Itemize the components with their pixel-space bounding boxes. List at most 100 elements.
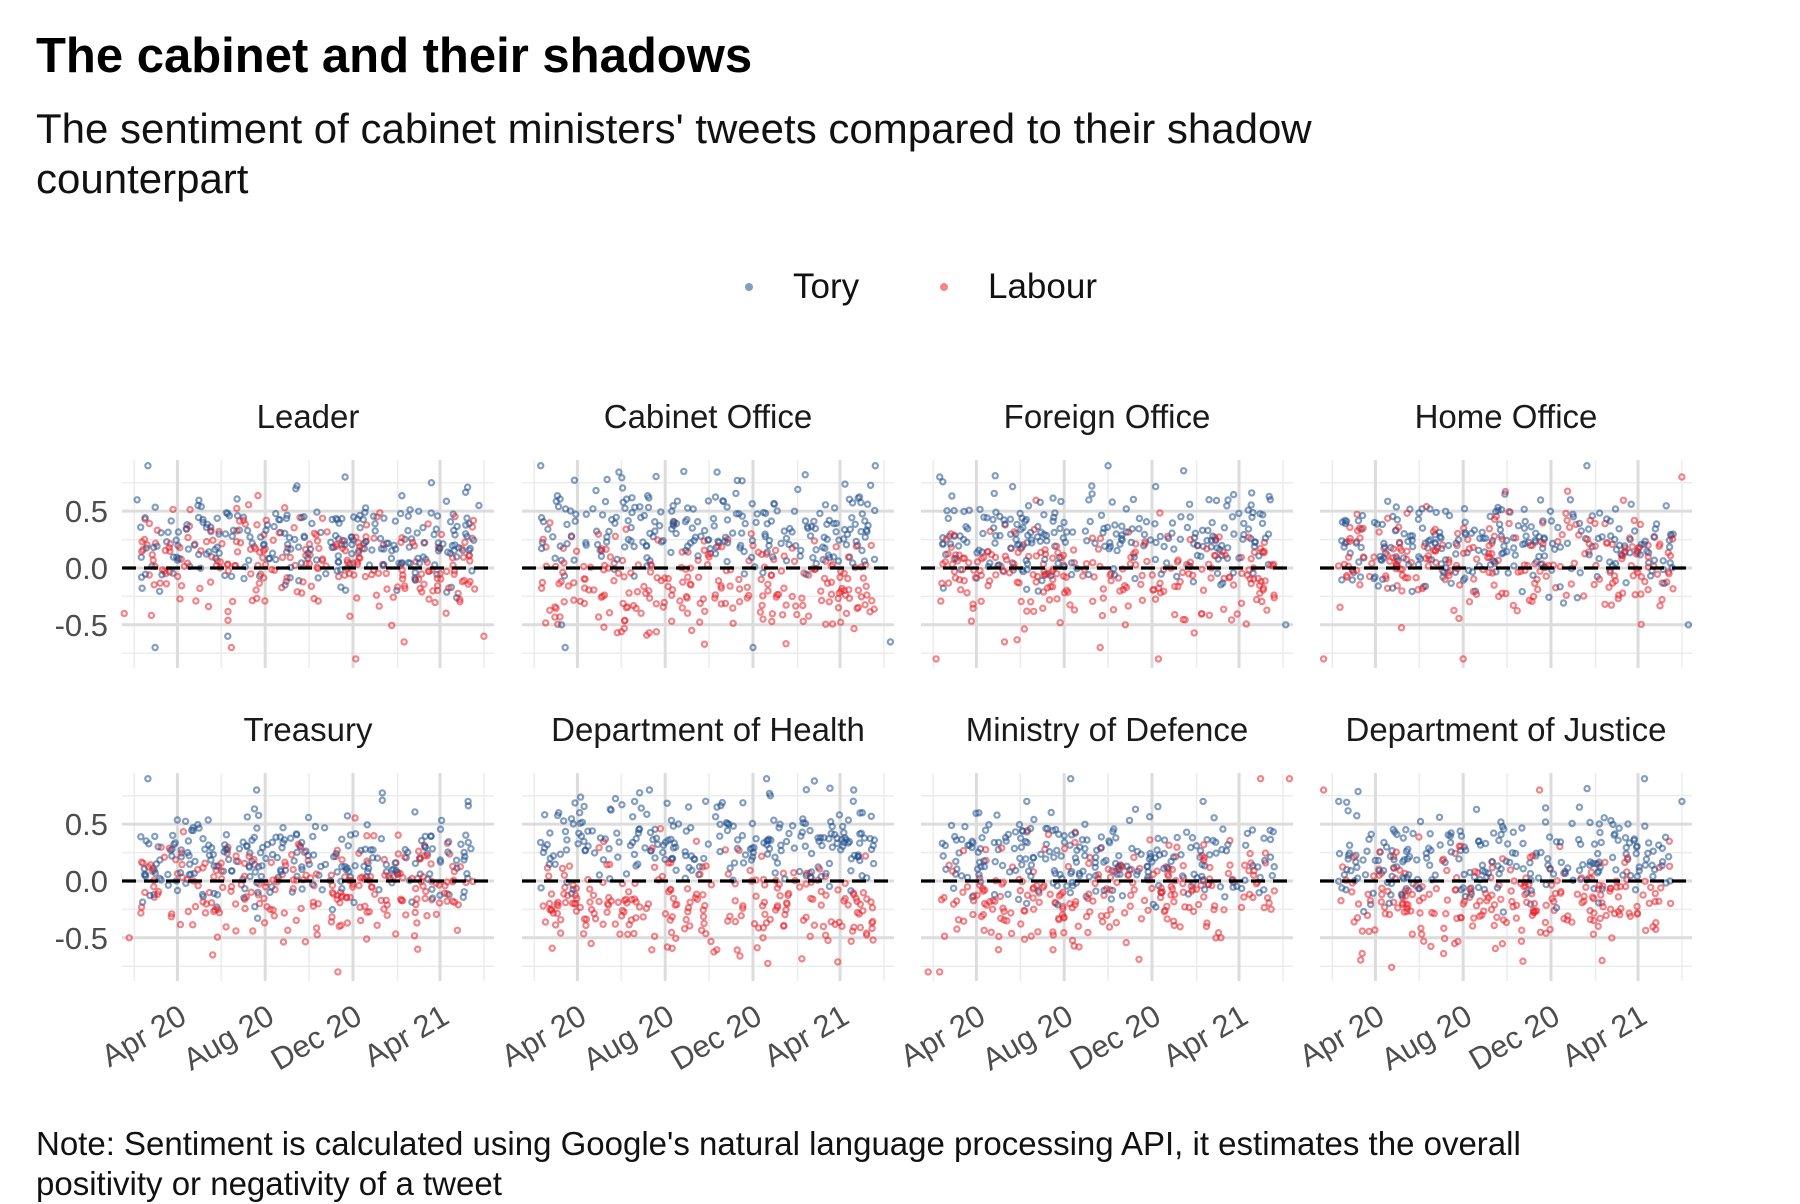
labour-point: [373, 921, 381, 930]
tory-point: [1554, 523, 1562, 532]
labour-point: [1546, 925, 1554, 934]
labour-point: [1160, 907, 1169, 916]
labour-point: [859, 574, 868, 582]
labour-point: [172, 856, 180, 864]
tory-point: [1112, 834, 1120, 842]
tory-point: [1446, 838, 1455, 847]
tory-point: [1040, 511, 1048, 519]
labour-point: [1190, 629, 1198, 637]
labour-point: [1265, 899, 1273, 907]
tory-point: [832, 528, 840, 536]
tory-point: [1489, 829, 1498, 837]
labour-point: [1070, 606, 1079, 614]
tory-point: [1377, 555, 1385, 564]
tory-point: [1054, 830, 1063, 839]
labour-point: [1377, 898, 1386, 906]
labour-point: [1665, 862, 1674, 871]
tory-point: [1041, 855, 1050, 863]
tory-point: [732, 489, 740, 498]
tory-point: [1437, 544, 1446, 553]
tory-point: [1113, 546, 1121, 555]
tory-point: [175, 554, 183, 563]
labour-point: [400, 638, 408, 646]
y-tick-label: 0.0: [65, 551, 108, 586]
labour-point: [845, 586, 853, 594]
labour-point: [1550, 897, 1558, 906]
tory-point: [1030, 815, 1038, 824]
labour-point: [1068, 936, 1077, 945]
labour-point: [546, 519, 554, 527]
tory-point: [1037, 528, 1045, 536]
labour-point: [699, 891, 707, 899]
tory-point: [554, 811, 562, 820]
labour-point: [600, 561, 609, 570]
labour-point: [1219, 605, 1228, 614]
tory-point: [1666, 559, 1674, 567]
tory-point: [848, 514, 856, 522]
tory-point: [1474, 546, 1483, 555]
tory-point: [854, 853, 862, 861]
tory-point: [415, 507, 423, 515]
tory-point: [368, 546, 376, 554]
tory-point: [713, 468, 721, 476]
tory-point: [305, 860, 313, 869]
tory-point: [463, 870, 471, 878]
labour-point: [312, 870, 321, 878]
tory-point: [637, 804, 646, 812]
tory-point: [786, 524, 794, 533]
tory-point: [1071, 854, 1080, 862]
labour-point: [232, 537, 241, 546]
tory-point: [243, 813, 251, 821]
tory-point: [243, 526, 252, 535]
labour-point: [448, 554, 457, 562]
tory-point: [1503, 547, 1511, 556]
labour-point: [580, 575, 588, 583]
tory-point: [1635, 863, 1643, 871]
labour-point: [1582, 883, 1590, 892]
tory-point: [1059, 534, 1068, 542]
labour-point: [557, 929, 565, 937]
tory-point: [1356, 573, 1365, 581]
tory-point: [1500, 542, 1508, 550]
tory-point: [190, 541, 198, 549]
tory-point: [434, 539, 442, 547]
y-tick-label: 0.5: [65, 494, 108, 529]
tory-point: [376, 534, 385, 543]
labour-point: [1621, 882, 1630, 891]
labour-point: [790, 557, 799, 566]
labour-point: [1052, 542, 1061, 551]
tory-point: [777, 539, 785, 548]
labour-point: [1414, 586, 1422, 594]
labour-point: [1238, 569, 1246, 578]
tory-point: [1081, 820, 1089, 829]
labour-point: [790, 869, 798, 877]
tory-point: [1127, 538, 1136, 547]
legend-item-tory: Tory: [745, 262, 859, 312]
tory-point: [1363, 847, 1371, 855]
labour-point: [313, 537, 322, 545]
tory-point: [1408, 542, 1417, 551]
labour-point: [1487, 905, 1496, 914]
tory-point: [1359, 907, 1368, 916]
labour-point: [1249, 575, 1258, 583]
labour-point: [1179, 862, 1187, 870]
tory-point: [738, 512, 747, 520]
tory-point: [847, 867, 855, 875]
labour-point: [1535, 786, 1544, 794]
labour-point: [1174, 582, 1182, 591]
labour-point: [233, 504, 241, 513]
tory-point: [858, 546, 866, 555]
labour-point: [394, 831, 402, 839]
tory-point: [1178, 872, 1187, 880]
labour-point: [147, 611, 156, 620]
tory-point: [1198, 872, 1206, 881]
labour-point: [868, 919, 876, 927]
tory-point: [300, 533, 309, 542]
labour-point: [210, 873, 218, 881]
tory-point: [1654, 841, 1663, 849]
labour-point: [443, 890, 451, 898]
labour-point: [1484, 894, 1493, 902]
tory-point: [1160, 836, 1169, 844]
labour-point: [1363, 911, 1372, 920]
labour-point: [1383, 514, 1392, 522]
